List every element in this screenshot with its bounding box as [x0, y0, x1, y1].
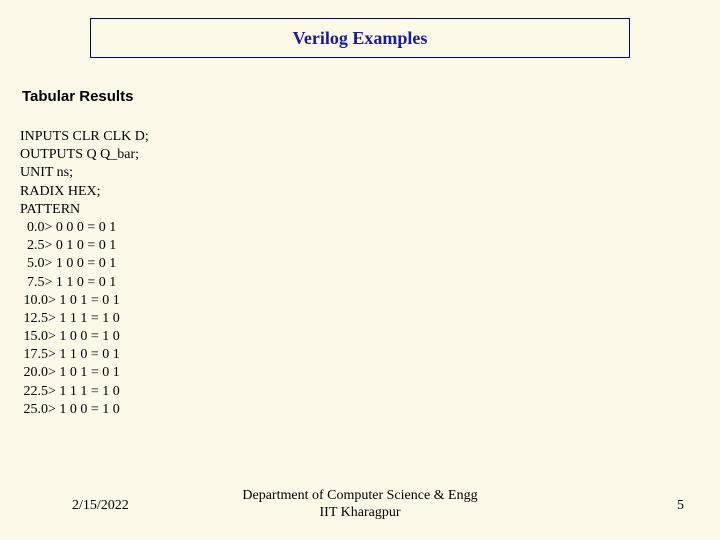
pattern-row: 22.5> 1 1 1 = 1 0	[20, 384, 120, 399]
title-box: Verilog Examples	[90, 18, 630, 58]
section-subtitle: Tabular Results	[22, 88, 133, 105]
code-line: PATTERN	[20, 202, 80, 217]
pattern-row: 15.0> 1 0 0 = 1 0	[20, 329, 120, 344]
pattern-row: 25.0> 1 0 0 = 1 0	[20, 402, 120, 417]
slide-title: Verilog Examples	[293, 28, 428, 49]
footer-dept-line2: IIT Kharagpur	[320, 505, 401, 520]
footer-dept-line1: Department of Computer Science & Engg	[242, 488, 477, 503]
pattern-row: 12.5> 1 1 1 = 1 0	[20, 311, 120, 326]
pattern-row: 10.0> 1 0 1 = 0 1	[20, 293, 120, 308]
code-line: RADIX HEX;	[20, 184, 101, 199]
footer-department: Department of Computer Science & Engg II…	[0, 488, 720, 522]
pattern-row: 7.5> 1 1 0 = 0 1	[20, 275, 116, 290]
code-line: OUTPUTS Q Q_bar;	[20, 147, 139, 162]
code-line: INPUTS CLR CLK D;	[20, 129, 149, 144]
pattern-row: 17.5> 1 1 0 = 0 1	[20, 347, 120, 362]
pattern-row: 20.0> 1 0 1 = 0 1	[20, 365, 120, 380]
code-line: UNIT ns;	[20, 165, 73, 180]
pattern-row: 2.5> 0 1 0 = 0 1	[20, 238, 116, 253]
pattern-row: 5.0> 1 0 0 = 0 1	[20, 256, 116, 271]
footer-page-number: 5	[677, 498, 684, 514]
code-block: INPUTS CLR CLK D; OUTPUTS Q Q_bar; UNIT …	[20, 128, 149, 419]
pattern-row: 0.0> 0 0 0 = 0 1	[20, 220, 116, 235]
